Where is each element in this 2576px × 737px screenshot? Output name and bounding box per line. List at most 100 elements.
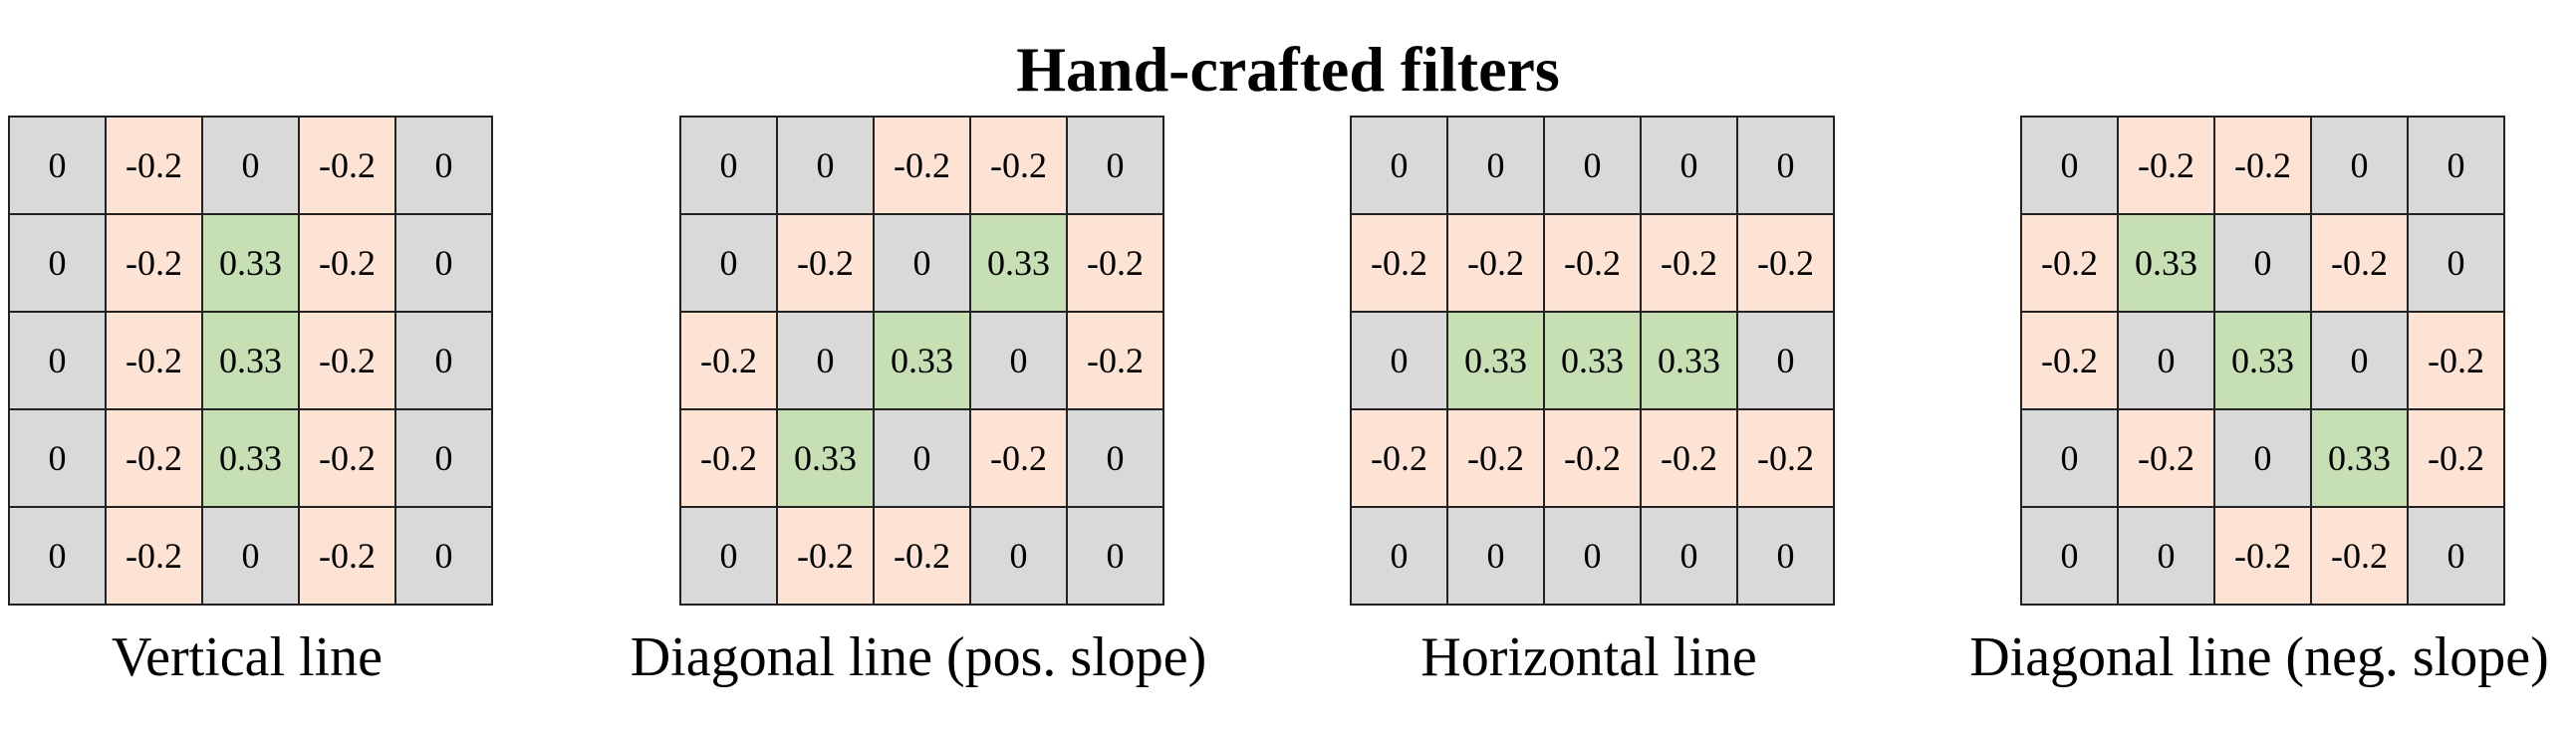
filter-cell: 0 xyxy=(396,508,493,606)
filter-cell: -0.2 xyxy=(971,410,1068,508)
filter-cell: 0 xyxy=(1738,313,1835,410)
filter-cell: -0.2 xyxy=(300,118,396,215)
filter-cell: -0.2 xyxy=(107,313,203,410)
filter-cell: -0.2 xyxy=(2022,313,2119,410)
filter-cell: -0.2 xyxy=(681,410,778,508)
filter-cell: 0 xyxy=(1352,508,1448,606)
filter-cell: -0.2 xyxy=(2215,508,2312,606)
filter-cell: 0 xyxy=(1352,313,1448,410)
filter-grid-vertical: 0 -0.2 0 -0.2 0 0 -0.2 0.33 -0.2 0 0 -0.2 0.33 -0.2 0 0… xyxy=(8,116,493,606)
filter-cell: 0 xyxy=(10,313,107,410)
filter-cell: -0.2 xyxy=(1738,215,1835,313)
filter-cell: 0.33 xyxy=(2215,313,2312,410)
filter-cell: 0 xyxy=(396,118,493,215)
filter-cell: 0 xyxy=(1738,508,1835,606)
filter-cell: 0 xyxy=(681,508,778,606)
filter-cell: -0.2 xyxy=(2409,313,2505,410)
filter-cell: 0.33 xyxy=(203,410,300,508)
filter-cell: 0 xyxy=(10,118,107,215)
filter-cell: -0.2 xyxy=(1642,410,1738,508)
filter-cell: -0.2 xyxy=(2312,508,2409,606)
filter-cell: -0.2 xyxy=(300,313,396,410)
filter-cell: -0.2 xyxy=(300,410,396,508)
filter-cell: -0.2 xyxy=(1352,410,1448,508)
filter-cell: -0.2 xyxy=(1738,410,1835,508)
filter-cell: -0.2 xyxy=(2119,118,2215,215)
filter-cell: 0 xyxy=(2022,508,2119,606)
filter-cell: 0 xyxy=(1448,508,1545,606)
filter-cell: 0 xyxy=(1352,118,1448,215)
filter-cell: 0 xyxy=(681,118,778,215)
filter-cell: 0 xyxy=(203,118,300,215)
filter-cell: -0.2 xyxy=(107,215,203,313)
filter-cell: 0 xyxy=(778,313,875,410)
filter-cell: 0.33 xyxy=(203,215,300,313)
filter-cell: 0 xyxy=(778,118,875,215)
filter-cell: 0 xyxy=(203,508,300,606)
filter-caption: Horizontal line xyxy=(1420,626,1757,688)
filter-cell: -0.2 xyxy=(2409,410,2505,508)
filter-cell: 0.33 xyxy=(971,215,1068,313)
filter-cell: -0.2 xyxy=(971,118,1068,215)
filter-cell: -0.2 xyxy=(107,118,203,215)
filter-cell: -0.2 xyxy=(1068,215,1164,313)
filter-cell: 0 xyxy=(2215,215,2312,313)
filter-grid-diagonal-pos: 0 0 -0.2 -0.2 0 0 -0.2 0 0.33 -0.2 -0.2 0 0.33 0 -0.2-… xyxy=(679,116,1164,606)
filter-cell: 0 xyxy=(2409,118,2505,215)
filter-cell: 0.33 xyxy=(1448,313,1545,410)
filter-cell: 0 xyxy=(2022,118,2119,215)
filter-cell: -0.2 xyxy=(2119,410,2215,508)
filter-cell: 0.33 xyxy=(778,410,875,508)
filter-cell: -0.2 xyxy=(1448,410,1545,508)
filter-caption: Vertical line xyxy=(111,626,384,688)
filter-cell: 0.33 xyxy=(2312,410,2409,508)
filter-cell: 0 xyxy=(2409,215,2505,313)
filter-cell: 0.33 xyxy=(1545,313,1642,410)
filter-cell: 0 xyxy=(1738,118,1835,215)
filter-cell: 0 xyxy=(396,410,493,508)
filter-cell: 0 xyxy=(875,410,971,508)
filter-caption: Diagonal line (neg. slope) xyxy=(1969,626,2549,688)
filter-cell: 0 xyxy=(1545,508,1642,606)
filter-cell: 0 xyxy=(1642,508,1738,606)
filter-cell: -0.2 xyxy=(300,508,396,606)
filter-cell: 0 xyxy=(10,215,107,313)
filter-grid-diagonal-neg: 0 -0.2 -0.2 0 0 -0.2 0.33 0 -0.2 0 -0.2 0 0.33 0 -0.2 0… xyxy=(2020,116,2505,606)
filter-cell: 0 xyxy=(1448,118,1545,215)
filter-cell: 0 xyxy=(1545,118,1642,215)
filter-cell: -0.2 xyxy=(1642,215,1738,313)
filter-cell: 0.33 xyxy=(875,313,971,410)
filter-cell: -0.2 xyxy=(107,410,203,508)
filter-cell: 0 xyxy=(1068,508,1164,606)
filter-cell: -0.2 xyxy=(107,508,203,606)
filter-cell: 0 xyxy=(2409,508,2505,606)
filter-cell: -0.2 xyxy=(2312,215,2409,313)
filter-cell: 0 xyxy=(1068,118,1164,215)
filter-cell: -0.2 xyxy=(2022,215,2119,313)
filter-cell: -0.2 xyxy=(1352,215,1448,313)
filter-cell: 0 xyxy=(396,215,493,313)
filter-cell: -0.2 xyxy=(681,313,778,410)
filter-cell: 0 xyxy=(2312,118,2409,215)
filter-cell: 0 xyxy=(2119,313,2215,410)
filter-cell: 0.33 xyxy=(203,313,300,410)
filter-grid-horizontal: 0 0 0 0 0 -0.2 -0.2 -0.2 -0.2 -0.2 0 0.33 0.33 0.33 0-… xyxy=(1350,116,1835,606)
figure-title: Hand-crafted filters xyxy=(1016,34,1560,105)
filter-cell: 0 xyxy=(1068,410,1164,508)
filter-cell: -0.2 xyxy=(2215,118,2312,215)
filter-cell: 0 xyxy=(971,313,1068,410)
filter-cell: 0 xyxy=(2312,313,2409,410)
filter-cell: 0 xyxy=(10,508,107,606)
filter-cell: 0 xyxy=(875,215,971,313)
filter-cell: -0.2 xyxy=(875,508,971,606)
filter-cell: 0.33 xyxy=(2119,215,2215,313)
filter-cell: 0 xyxy=(971,508,1068,606)
filter-cell: -0.2 xyxy=(778,508,875,606)
filter-cell: -0.2 xyxy=(1448,215,1545,313)
filter-cell: -0.2 xyxy=(1068,313,1164,410)
filter-caption: Diagonal line (pos. slope) xyxy=(630,626,1207,688)
filter-cell: 0 xyxy=(2119,508,2215,606)
filter-cell: 0.33 xyxy=(1642,313,1738,410)
filter-cell: -0.2 xyxy=(778,215,875,313)
filter-cell: 0 xyxy=(10,410,107,508)
